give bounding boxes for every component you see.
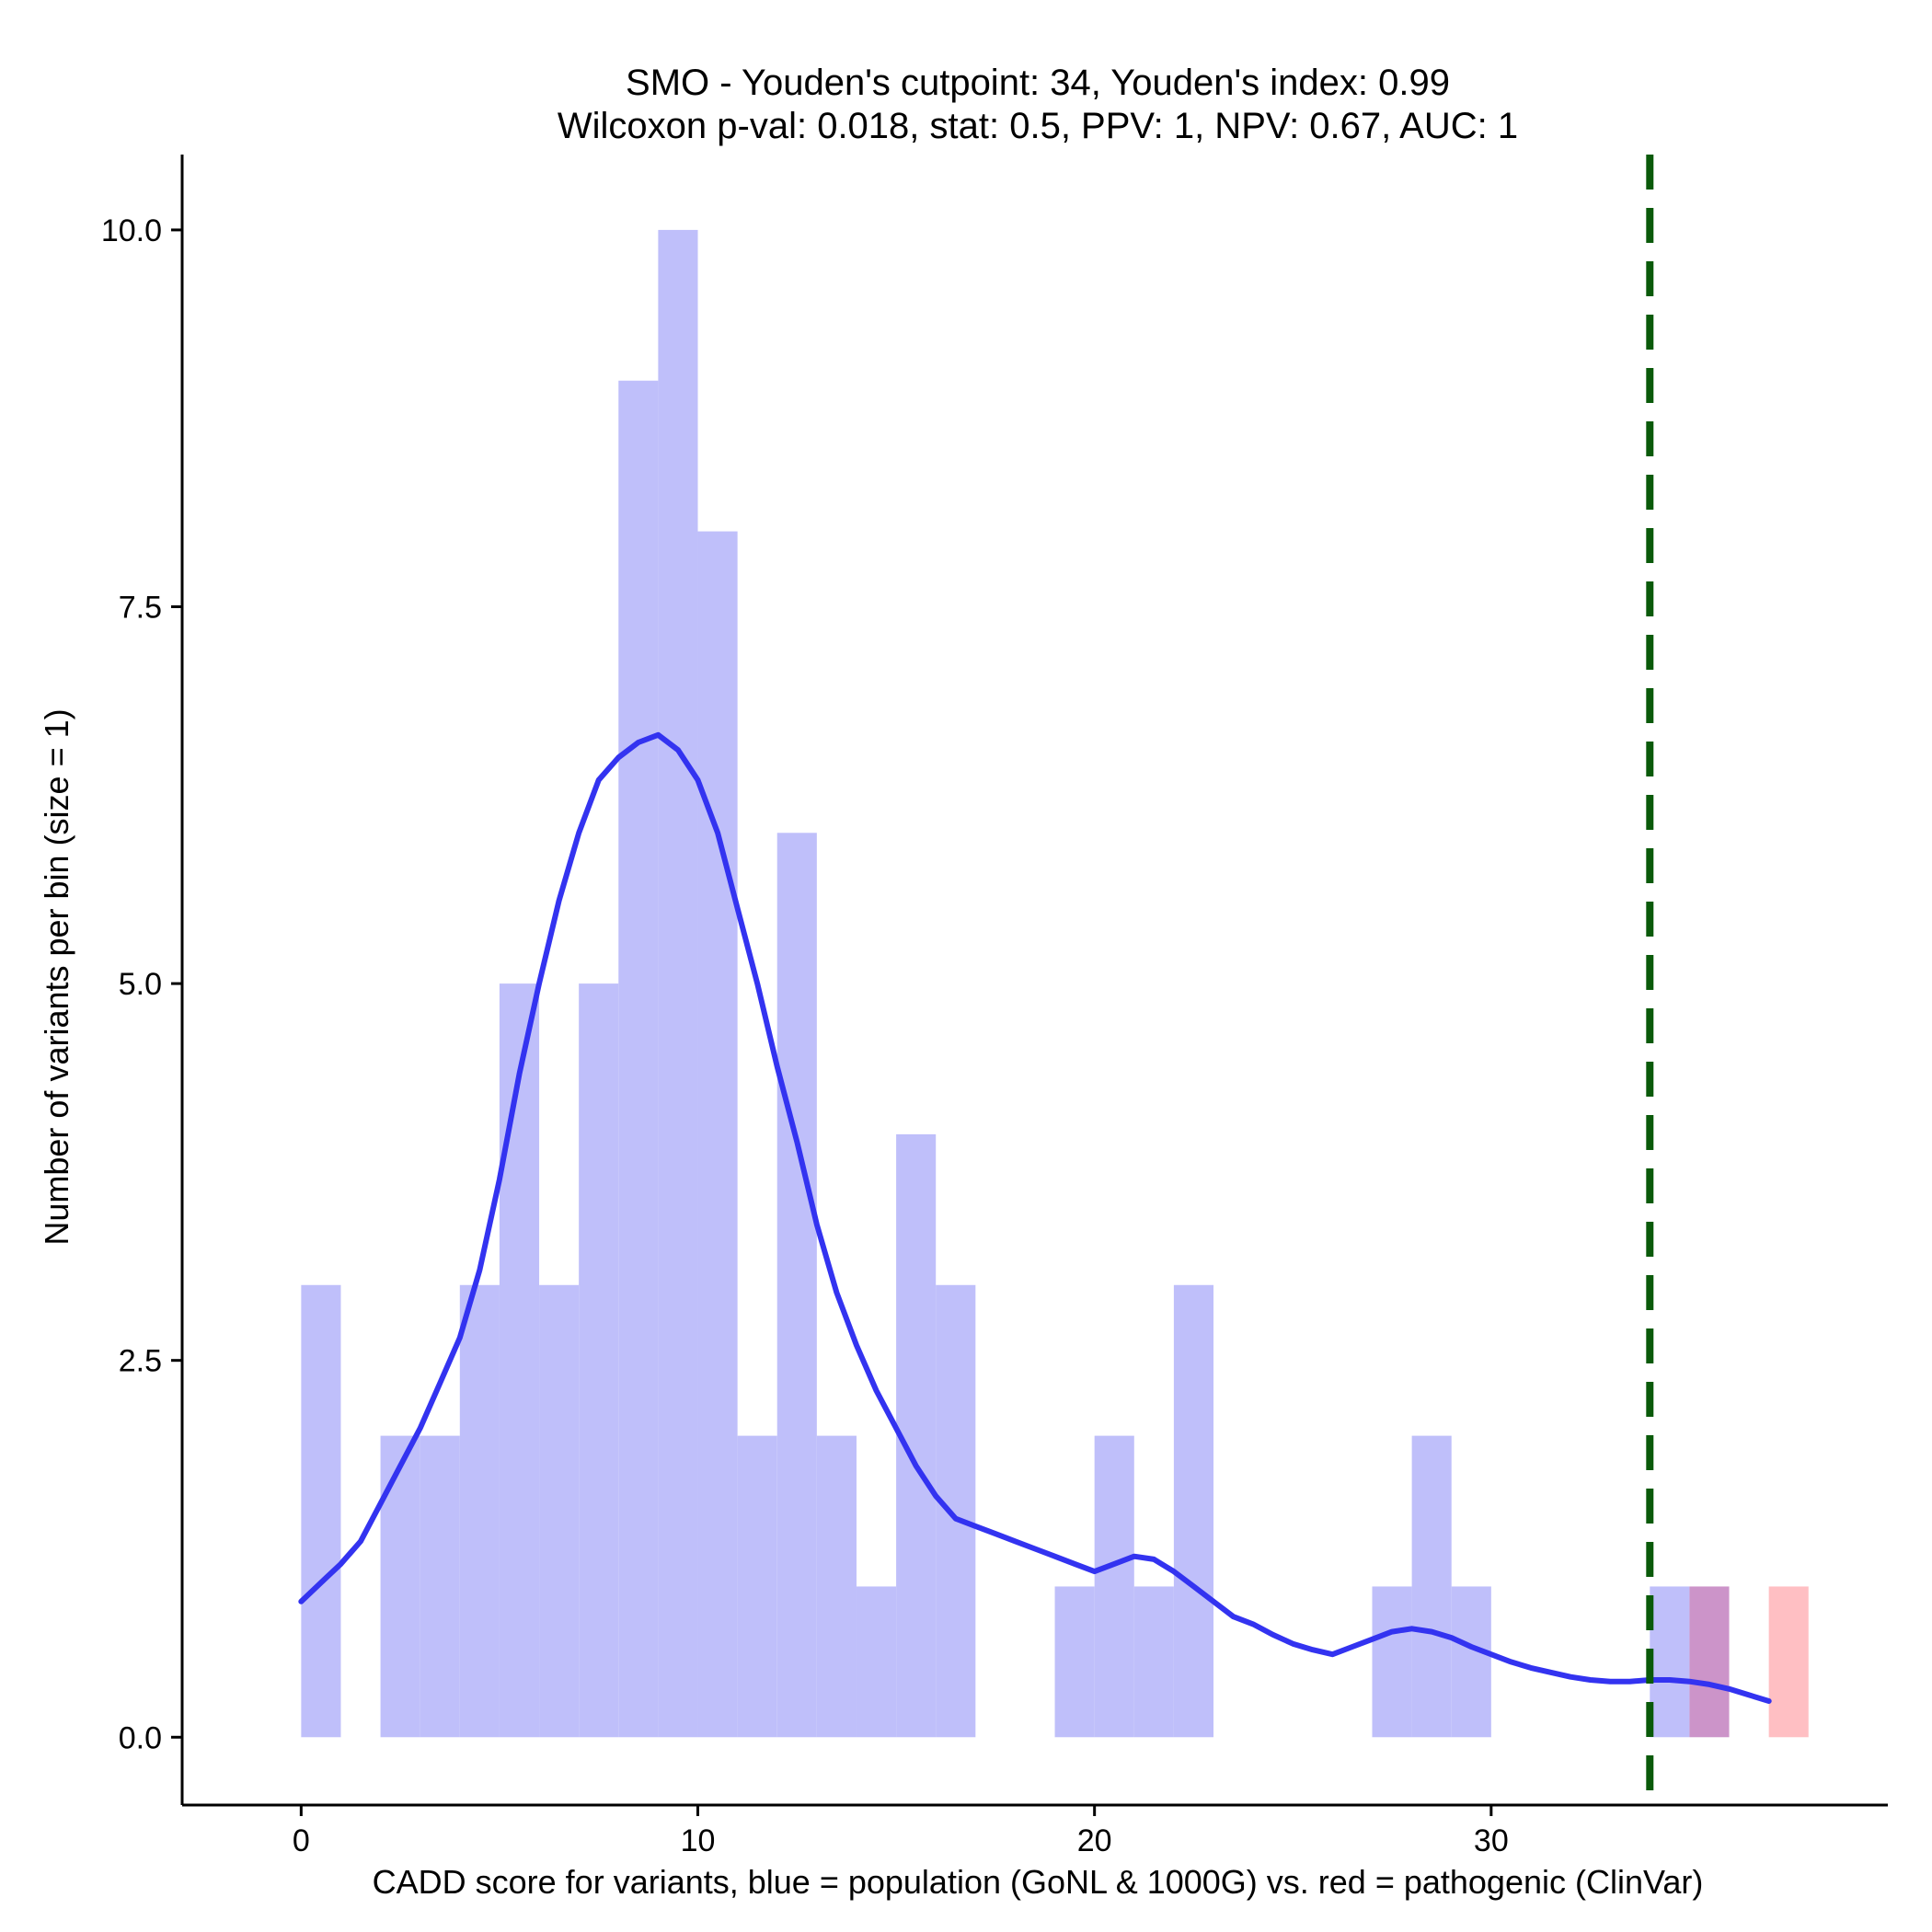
population-bar (420, 1436, 460, 1738)
population-bar (1174, 1285, 1213, 1738)
y-tick-label: 7.5 (119, 591, 162, 626)
chart-title-line-2: Wilcoxon p-val: 0.018, stat: 0.5, PPV: 1… (558, 106, 1518, 146)
x-tick-label: 10 (681, 1823, 716, 1858)
population-bar (857, 1586, 896, 1737)
x-axis-title: CADD score for variants, blue = populati… (373, 1863, 1704, 1901)
y-tick-label: 5.0 (119, 967, 162, 1002)
population-bar (579, 983, 618, 1737)
y-tick-label: 0.0 (119, 1720, 162, 1755)
population-bar (1095, 1436, 1134, 1738)
population-bar (1650, 1586, 1689, 1737)
population-bar (539, 1285, 579, 1738)
histogram-chart: 0.0 2.5 5.0 7.5 10.0 0 10 20 30 SMO - Youden's c… (0, 0, 1932, 1932)
population-bar (1452, 1586, 1491, 1737)
y-axis-title: Number of variants per bin (size = 1) (38, 708, 75, 1245)
population-bar (1412, 1436, 1452, 1738)
population-bar (1055, 1586, 1095, 1737)
population-bar (777, 833, 817, 1737)
population-bar (936, 1285, 975, 1738)
population-bar (301, 1285, 340, 1738)
population-bar (618, 381, 658, 1738)
population-bar (658, 230, 697, 1737)
population-bar (817, 1436, 857, 1738)
pathogenic-bar (1769, 1586, 1809, 1737)
y-tick-label: 10.0 (101, 213, 162, 248)
y-tick-label: 2.5 (119, 1344, 162, 1379)
population-bar (1689, 1586, 1729, 1737)
population-bar (1134, 1586, 1174, 1737)
population-bar (460, 1285, 500, 1738)
axes: 0.0 2.5 5.0 7.5 10.0 0 10 20 30 (101, 155, 1888, 1858)
chart-title-line-1: SMO - Youden's cutpoint: 34, Youden's in… (626, 63, 1450, 103)
histogram-bars (301, 230, 1808, 1737)
x-tick-label: 20 (1077, 1823, 1112, 1858)
population-bar (698, 532, 738, 1738)
x-tick-label: 30 (1474, 1823, 1509, 1858)
population-bar (500, 983, 539, 1737)
population-bar (738, 1436, 777, 1738)
population-bar (381, 1436, 420, 1738)
x-tick-label: 0 (293, 1823, 310, 1858)
population-bar (1372, 1586, 1411, 1737)
